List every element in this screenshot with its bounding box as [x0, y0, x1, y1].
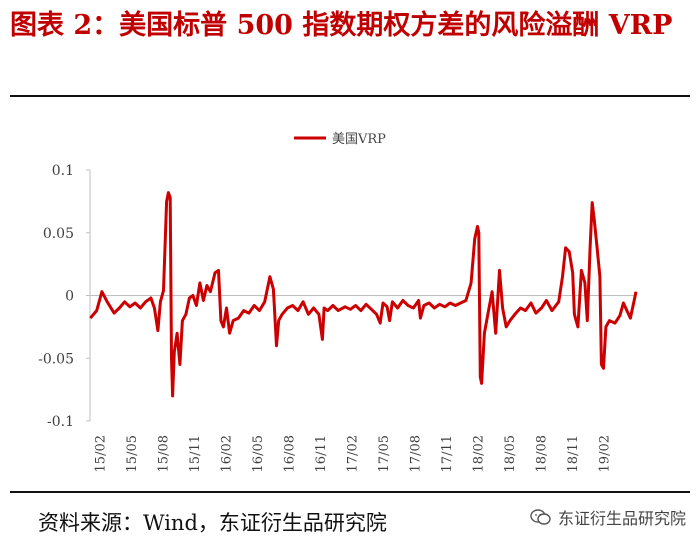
x-tick-label: 19/02 — [598, 435, 613, 472]
x-tick-label: 16/08 — [283, 435, 298, 472]
watermark: 东证衍生品研究院 — [530, 505, 686, 529]
y-tick-label: 0.1 — [52, 163, 74, 179]
y-tick-label: 0 — [65, 289, 74, 305]
x-tick-label: 18/08 — [535, 435, 550, 472]
legend-label: 美国VRP — [332, 132, 386, 147]
y-tick-label: -0.05 — [38, 351, 74, 367]
x-tick-label: 17/05 — [377, 435, 392, 472]
source-note: 资料来源：Wind，东证衍生品研究院 — [38, 511, 387, 535]
x-tick-label: 15/11 — [188, 435, 203, 472]
y-axis: 0.1 0.05 0 -0.05 -0.1 — [38, 163, 91, 430]
y-tick-label: 0.05 — [43, 226, 74, 242]
x-axis: 15/02 15/05 15/08 15/11 16/02 16/05 16/08 16/11… — [90, 295, 636, 472]
vrp-chart: 美国VRP 0.10.050-0.05-0.1 15/02 15/05 15/08 1… — [38, 132, 638, 472]
x-tick-label: 18/05 — [503, 435, 518, 472]
x-tick-label: 15/08 — [157, 435, 172, 472]
plot-area — [89, 191, 638, 398]
legend: 美国VRP — [294, 132, 386, 147]
x-tick-label: 17/08 — [409, 435, 424, 472]
watermark-text: 东证衍生品研究院 — [557, 509, 686, 528]
x-tick-label: 16/11 — [314, 435, 329, 472]
x-tick-label: 18/02 — [472, 435, 487, 472]
x-tick-label: 15/05 — [125, 435, 140, 472]
y-tick-label: -0.1 — [47, 414, 74, 430]
vrp-line — [89, 191, 638, 398]
x-tick-label: 17/02 — [346, 435, 361, 472]
footer-rule — [10, 491, 690, 493]
page-title: 图表 2：美国标普 500 指数期权方差的风险溢酬 VRP — [10, 10, 673, 41]
title-rule — [10, 95, 690, 97]
x-tick-label: 17/11 — [440, 435, 455, 472]
x-tick-label: 18/11 — [566, 435, 581, 472]
x-tick-label: 15/02 — [94, 435, 109, 472]
x-tick-label: 16/05 — [251, 435, 266, 472]
x-tick-label: 16/02 — [220, 435, 235, 472]
wechat-icon — [530, 509, 551, 525]
